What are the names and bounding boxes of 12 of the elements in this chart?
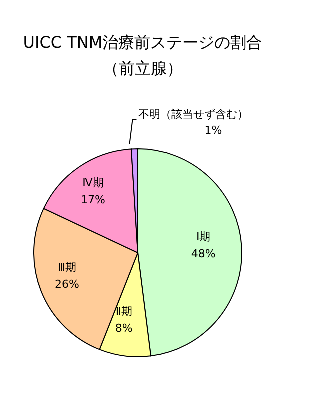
chart-title: UICC TNM治療前ステージの割合 — [23, 33, 263, 52]
slice-label: Ⅱ期 — [116, 305, 132, 318]
data-label: 8% — [115, 322, 133, 336]
slice-label: 不明（該当せず含む） — [138, 108, 249, 122]
data-label: 1% — [204, 124, 222, 138]
slice-label: Ⅲ期 — [58, 261, 77, 274]
data-label: 17% — [81, 194, 106, 207]
slice-label: Ⅰ期 — [196, 230, 211, 244]
chart-subtitle: （前立腺） — [103, 59, 183, 78]
data-label: 48% — [191, 248, 216, 261]
slice-label: Ⅳ期 — [82, 176, 104, 190]
data-label: 26% — [55, 278, 80, 292]
